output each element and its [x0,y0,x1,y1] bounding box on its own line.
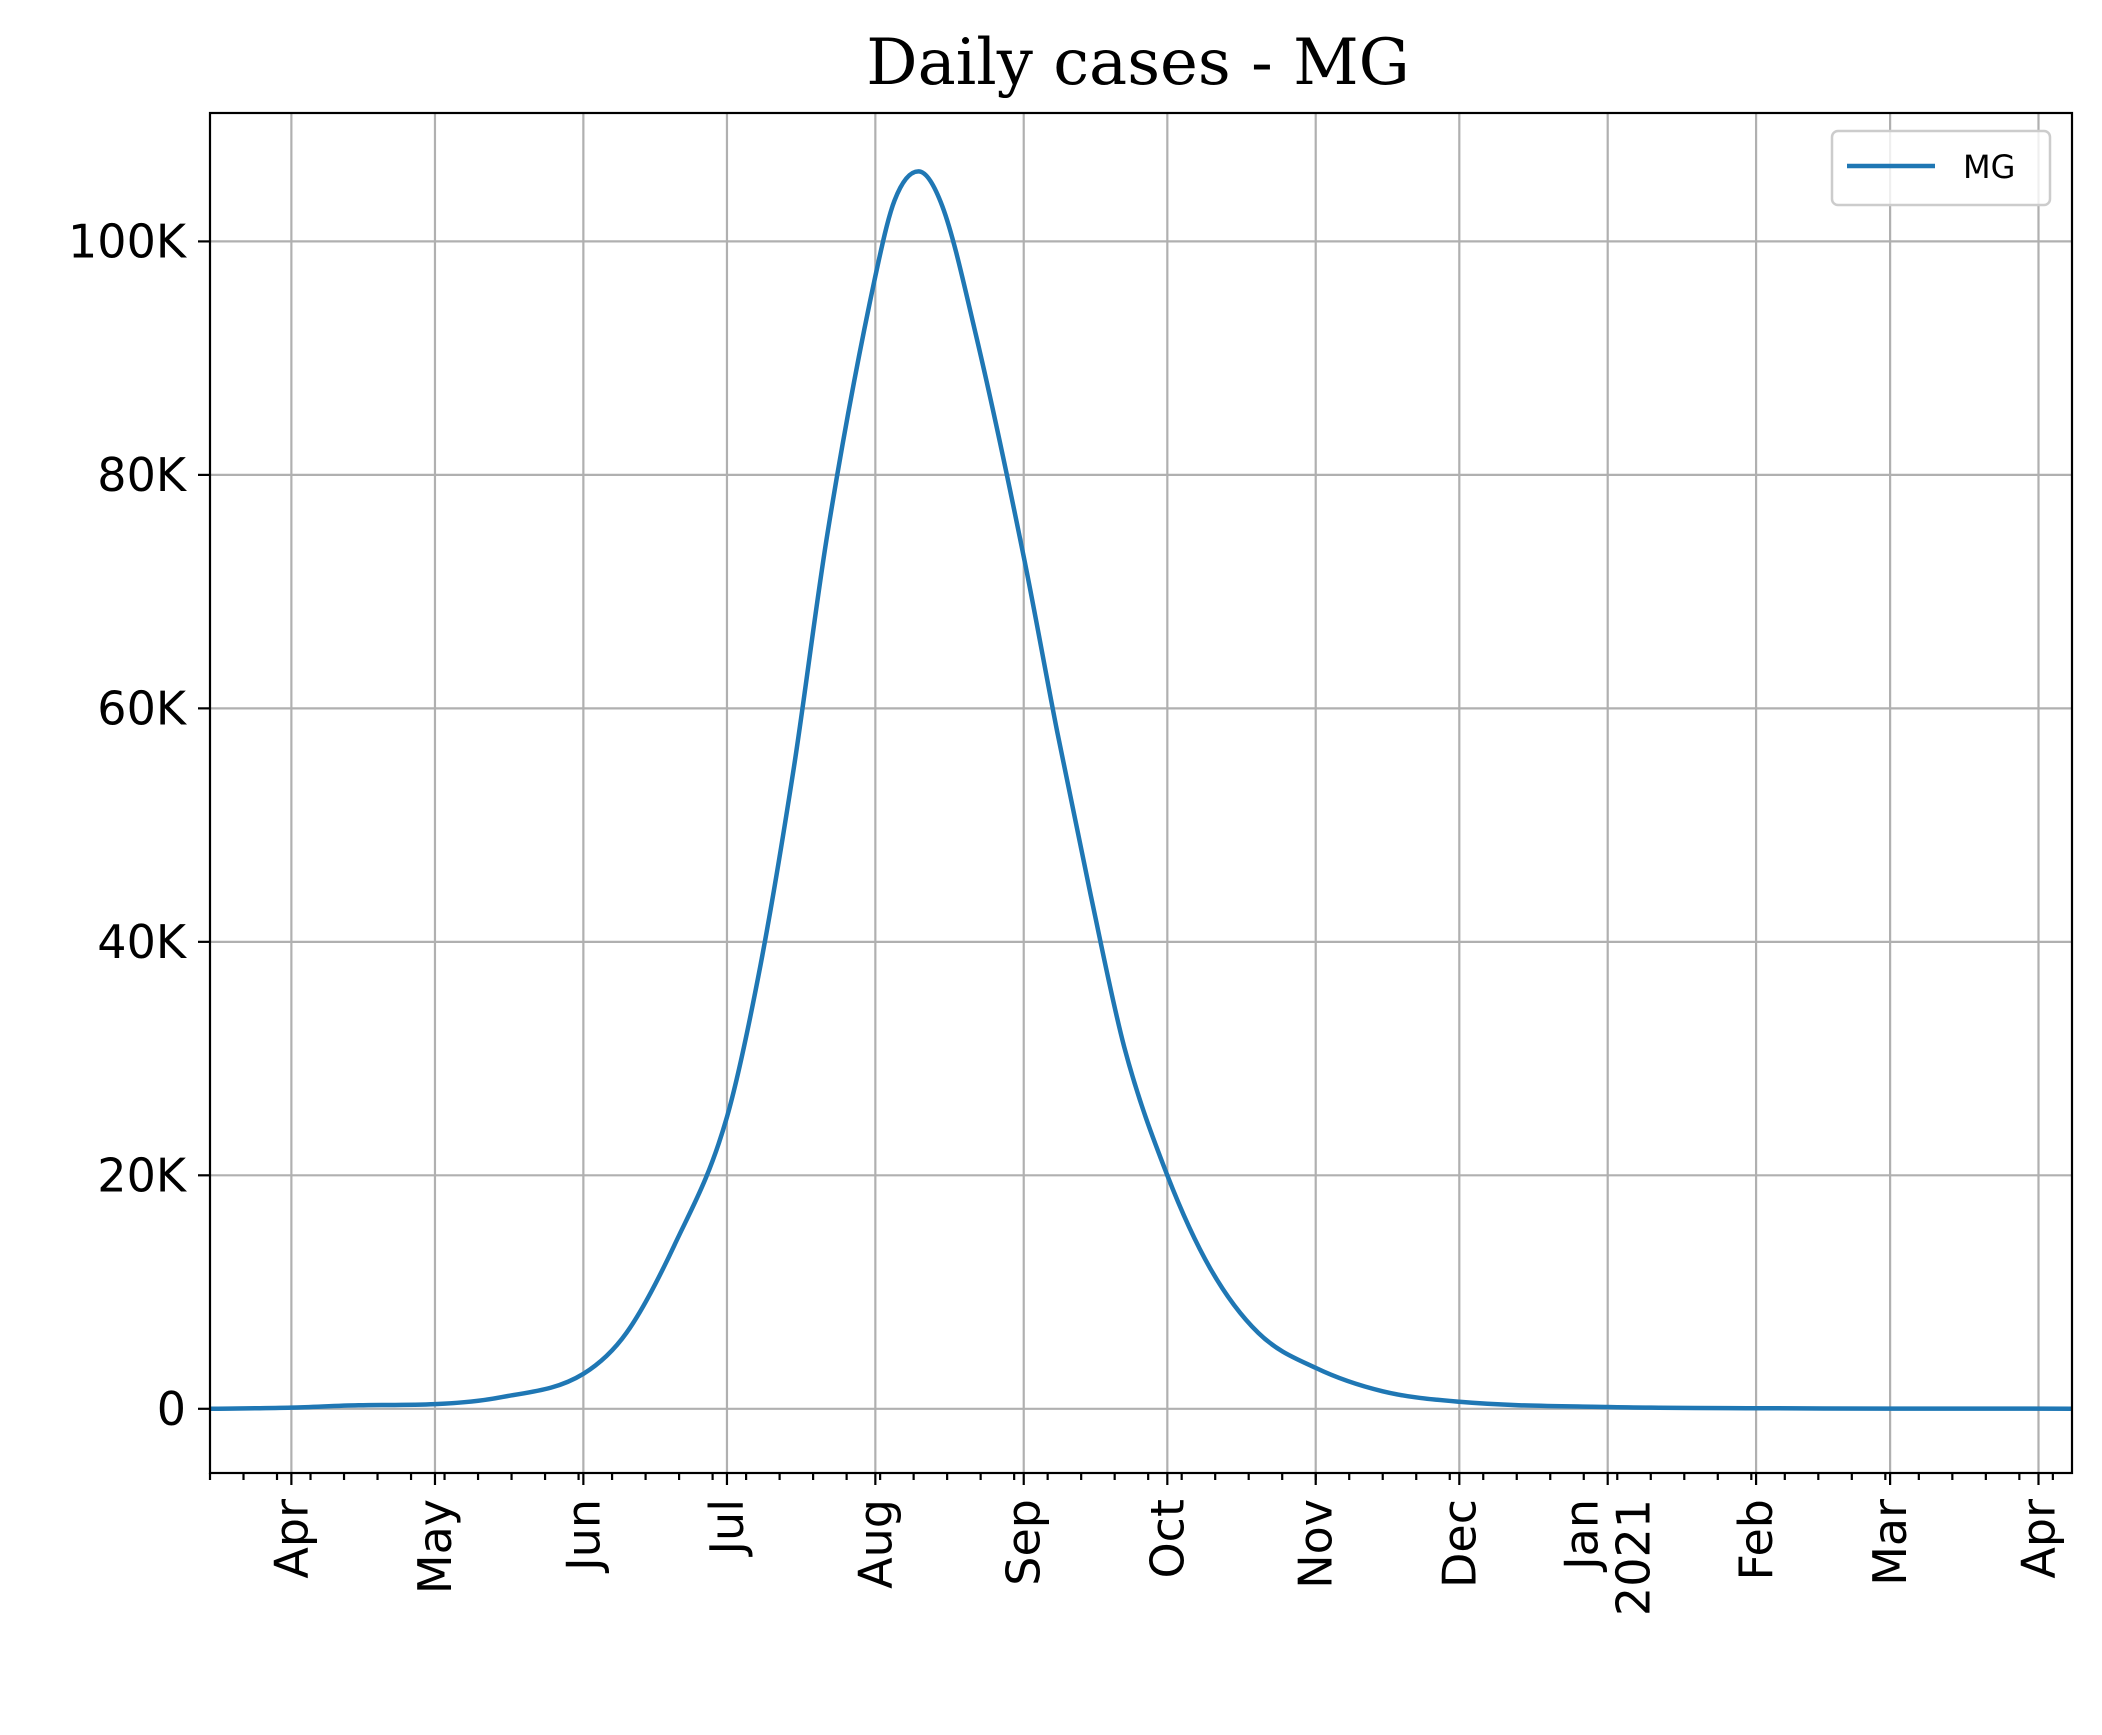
x-tick-label-line: Apr [264,1499,318,1579]
x-tick-label-line: Feb [1729,1499,1783,1580]
x-tick-label: Jan2021 [1555,1499,1661,1616]
legend-box [1830,129,2052,207]
series-layer [209,169,2073,1412]
x-tick-label: Dec [1432,1499,1486,1588]
grid-lines [210,113,2072,1473]
x-tick-label-line: 2021 [1607,1499,1661,1616]
x-tick-label: Feb [1729,1499,1783,1580]
x-tick-label: Jun [556,1499,610,1574]
x-tick-label: Sep [997,1499,1051,1586]
x-tick-label-line: Oct [1140,1499,1194,1579]
x-tick-label-line: Jun [556,1499,610,1574]
y-tick-label: 20K [97,1148,188,1202]
x-tick-label-line: Apr [2011,1499,2065,1579]
y-tick-label: 0 [157,1382,186,1436]
x-tick-label: Mar [1863,1499,1917,1586]
x-tick-label: Apr [2011,1499,2065,1579]
legend-label: MG [1963,148,2015,186]
x-tick-label: Aug [848,1499,902,1589]
x-tick-label-line: Dec [1432,1499,1486,1588]
x-tick-label-line: Sep [997,1499,1051,1586]
x-tick-label-line: Jan [1555,1499,1609,1573]
x-tick-label: Oct [1140,1499,1194,1579]
x-tick-label-line: Aug [848,1499,902,1589]
x-tick-label: Apr [264,1499,318,1579]
y-tick-label: 40K [97,915,188,969]
y-tick-label: 80K [97,448,188,502]
x-tick-label: Nov [1289,1499,1343,1589]
y-tick-label: 100K [68,214,188,268]
x-tick-label: May [408,1499,462,1594]
x-tick-label-line: Jul [700,1499,754,1558]
legend: MG [1830,129,2052,207]
axis-ticks: 0 20K 40K 60K 80K 100K Apr May Jun Jul Aug Sep Oct No… [68,214,2065,1616]
x-tick-label: Jul [700,1499,754,1558]
y-tick-label: 60K [97,681,188,735]
chart-title: Daily cases - MG [866,26,1409,100]
x-tick-label-line: Mar [1863,1499,1917,1586]
x-tick-label-line: May [408,1499,462,1594]
x-tick-label-line: Nov [1289,1499,1343,1589]
plot-frame [208,111,2074,1475]
series-line-MG [209,169,2073,1412]
